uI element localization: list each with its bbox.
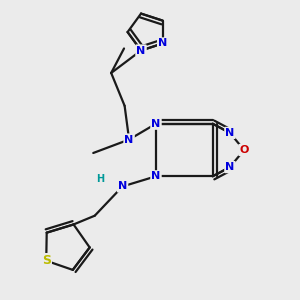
Text: H: H [96, 174, 104, 184]
Text: N: N [225, 128, 235, 138]
Text: N: N [118, 182, 127, 191]
Text: N: N [158, 38, 167, 49]
Text: N: N [151, 119, 160, 129]
Text: S: S [42, 254, 51, 267]
Text: O: O [239, 145, 249, 155]
Text: N: N [151, 171, 160, 181]
Text: N: N [225, 162, 235, 172]
Text: N: N [124, 134, 134, 145]
Text: N: N [136, 46, 146, 56]
